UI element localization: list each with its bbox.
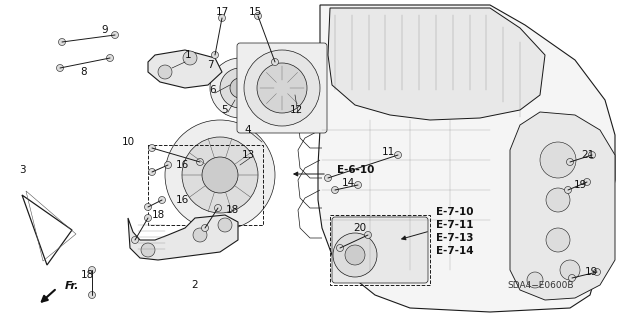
- Circle shape: [159, 197, 166, 204]
- Polygon shape: [128, 215, 238, 260]
- Text: 19: 19: [573, 180, 587, 190]
- Circle shape: [141, 243, 155, 257]
- Circle shape: [182, 137, 258, 213]
- Text: 12: 12: [289, 105, 303, 115]
- Circle shape: [568, 275, 575, 281]
- Text: 5: 5: [221, 105, 228, 115]
- FancyBboxPatch shape: [332, 217, 428, 283]
- Text: 8: 8: [81, 67, 87, 77]
- Circle shape: [58, 39, 65, 46]
- Circle shape: [345, 245, 365, 265]
- Circle shape: [202, 157, 238, 193]
- Circle shape: [324, 174, 332, 182]
- Circle shape: [165, 120, 275, 230]
- Circle shape: [244, 50, 320, 126]
- Bar: [330, 215, 430, 285]
- Circle shape: [148, 168, 156, 175]
- Circle shape: [564, 187, 572, 194]
- Polygon shape: [318, 5, 615, 312]
- Circle shape: [193, 228, 207, 242]
- Text: 11: 11: [381, 147, 395, 157]
- Circle shape: [214, 204, 221, 211]
- FancyBboxPatch shape: [237, 43, 327, 133]
- Text: 20: 20: [353, 223, 367, 233]
- Circle shape: [365, 232, 371, 239]
- Circle shape: [196, 159, 204, 166]
- Circle shape: [164, 161, 172, 168]
- Circle shape: [210, 58, 270, 118]
- Polygon shape: [510, 112, 615, 300]
- Text: 4: 4: [244, 125, 252, 135]
- Circle shape: [230, 78, 250, 98]
- Circle shape: [593, 269, 600, 276]
- Text: E-6-10: E-6-10: [337, 165, 374, 175]
- Text: E-7-14: E-7-14: [436, 246, 474, 256]
- Text: 18: 18: [81, 270, 93, 280]
- Circle shape: [527, 272, 543, 288]
- Text: 18: 18: [152, 210, 164, 220]
- Circle shape: [255, 12, 262, 19]
- Circle shape: [218, 14, 225, 21]
- Circle shape: [337, 244, 344, 251]
- Circle shape: [88, 266, 95, 273]
- Text: 6: 6: [210, 85, 216, 95]
- Circle shape: [145, 204, 152, 211]
- Circle shape: [106, 55, 113, 62]
- Text: 14: 14: [341, 178, 355, 188]
- Circle shape: [211, 51, 218, 58]
- Text: 19: 19: [584, 267, 598, 277]
- Text: SDA4−E0600B: SDA4−E0600B: [507, 281, 573, 290]
- Circle shape: [540, 142, 576, 178]
- Bar: [148, 145, 263, 225]
- Circle shape: [56, 64, 63, 71]
- Circle shape: [158, 65, 172, 79]
- Text: E-7-11: E-7-11: [436, 220, 474, 230]
- Circle shape: [183, 51, 197, 65]
- Text: 2: 2: [192, 280, 198, 290]
- Circle shape: [218, 218, 232, 232]
- Circle shape: [220, 68, 260, 108]
- Circle shape: [88, 292, 95, 299]
- Circle shape: [145, 214, 152, 221]
- Polygon shape: [328, 8, 545, 120]
- Text: 16: 16: [175, 195, 189, 205]
- Text: 17: 17: [216, 7, 228, 17]
- Circle shape: [584, 179, 591, 186]
- Circle shape: [355, 182, 362, 189]
- Text: 15: 15: [248, 7, 262, 17]
- Text: Fr.: Fr.: [65, 281, 79, 291]
- Circle shape: [333, 233, 377, 277]
- Text: 3: 3: [19, 165, 26, 175]
- Circle shape: [257, 63, 307, 113]
- Circle shape: [202, 225, 209, 232]
- Circle shape: [332, 187, 339, 194]
- Text: 18: 18: [225, 205, 239, 215]
- Text: 7: 7: [207, 60, 213, 70]
- Circle shape: [111, 32, 118, 39]
- Text: E-7-10: E-7-10: [436, 207, 474, 217]
- Text: E-7-13: E-7-13: [436, 233, 474, 243]
- Text: 9: 9: [102, 25, 108, 35]
- Circle shape: [546, 228, 570, 252]
- Text: 21: 21: [581, 150, 595, 160]
- Text: 1: 1: [185, 50, 191, 60]
- Circle shape: [131, 236, 138, 243]
- Circle shape: [394, 152, 401, 159]
- Text: 10: 10: [122, 137, 134, 147]
- Circle shape: [566, 159, 573, 166]
- Circle shape: [271, 58, 278, 65]
- Circle shape: [560, 260, 580, 280]
- Text: 16: 16: [175, 160, 189, 170]
- Circle shape: [589, 152, 595, 159]
- Circle shape: [148, 145, 156, 152]
- Text: 13: 13: [241, 150, 255, 160]
- Circle shape: [546, 188, 570, 212]
- Polygon shape: [148, 50, 222, 88]
